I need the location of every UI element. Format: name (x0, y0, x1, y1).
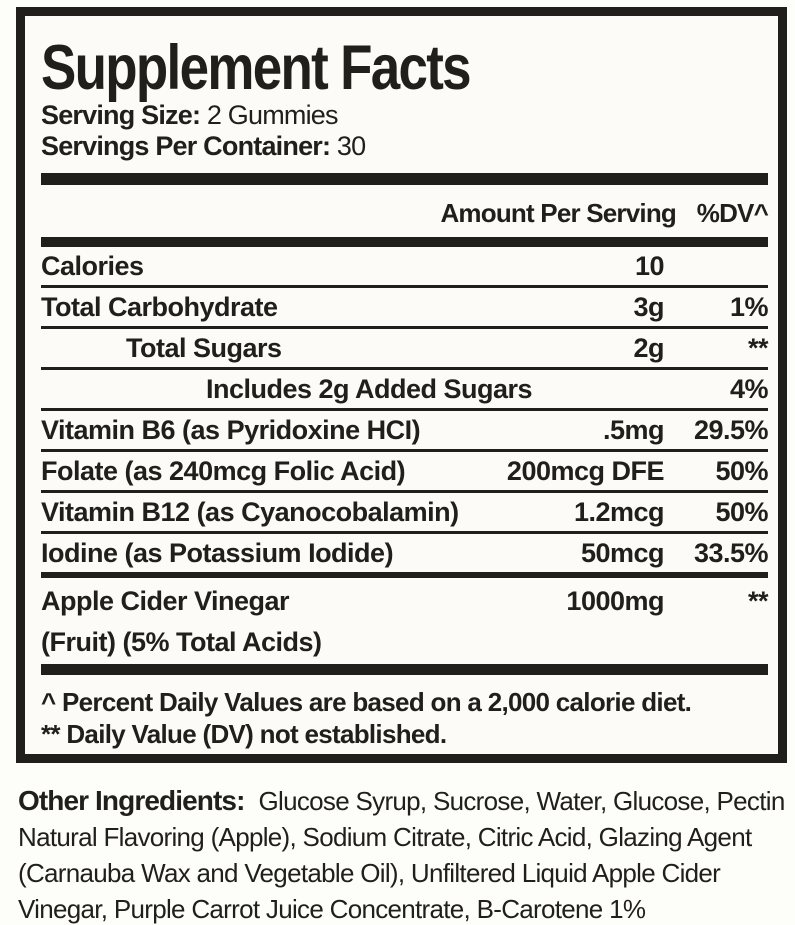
nutrient-name: Includes 2g Added Sugars (206, 374, 533, 404)
panel-inner: Supplement Facts Serving Size: 2 Gummies… (25, 16, 778, 750)
nutrient-name: Calories (41, 251, 144, 281)
nutrient-row-total-carbohydrate: Total Carbohydrate 3g 1% (41, 288, 769, 329)
nutrient-dv: 1% (729, 292, 769, 322)
servings-per-container-line: Servings Per Container: 30 (41, 131, 768, 162)
nutrient-dv: 29.5% (693, 415, 769, 445)
other-ingredients-text-3: (Carnauba Wax and Vegetable Oil), Unfilt… (18, 858, 721, 888)
footnotes: ^ Percent Daily Values are based on a 2,… (41, 675, 768, 750)
nutrient-row-vitamin-b6: Vitamin B6 (as Pyridoxine HCI) .5mg 29.5… (41, 411, 769, 452)
other-ingredients-line1: Other Ingredients: Glucose Syrup, Sucrose… (18, 783, 785, 819)
nutrient-row-total-sugars: Total Sugars 2g ** (41, 329, 769, 370)
other-ingredients-text-1: Glucose Syrup, Sucrose, Water, Glucose, … (258, 786, 786, 816)
nutrient-amount: 10 (634, 251, 665, 281)
other-ingredients-text-4: Vinegar, Purple Carrot Juice Concentrate… (18, 894, 646, 924)
nutrient-dv: ** (747, 586, 769, 616)
nutrient-dv: ** (747, 333, 769, 363)
nutrient-row-folate: Folate (as 240mcg Folic Acid) 200mcg DFE… (41, 452, 768, 493)
nutrient-amount: 1.2mcg (573, 497, 665, 527)
serving-size-value: 2 Gummies (206, 100, 339, 130)
nutrient-dv: 50% (715, 497, 768, 527)
other-ingredients-text-2: Natural Flavoring (Apple), Sodium Citrat… (18, 822, 752, 852)
nutrient-row-calories: Calories 10 (41, 247, 768, 288)
servings-per-container-label: Servings Per Container: (41, 131, 331, 161)
nutrient-dv: 50% (715, 456, 768, 486)
nutrient-dv: 33.5% (693, 538, 769, 568)
nutrient-name: Apple Cider Vinegar (41, 586, 290, 616)
nutrient-row-iodine: Iodine (as Potassium Iodide) 50mcg 33.5% (41, 534, 769, 578)
footnote-dv-not-established: ** Daily Value (DV) not established. (41, 719, 447, 749)
footnote-daily-values: ^ Percent Daily Values are based on a 2,… (41, 687, 692, 717)
nutrient-row-vitamin-b12: Vitamin B12 (as Cyanocobalamin) 1.2mcg 5… (41, 493, 768, 534)
supplement-facts-panel: Supplement Facts Serving Size: 2 Gummies… (16, 7, 787, 763)
nutrient-amount: 3g (633, 292, 664, 322)
other-ingredients-section: Other Ingredients: Glucose Syrup, Sucrose… (18, 783, 785, 925)
nutrient-name-line2: (Fruit) (5% Total Acids) (41, 627, 322, 657)
nutrient-amount: 200mcg DFE (506, 456, 665, 486)
panel-title-text: Supplement Facts (41, 33, 472, 103)
nutrient-name: Iodine (as Potassium Iodide) (41, 538, 394, 568)
other-ingredients-heading: Other Ingredients: (18, 785, 245, 816)
column-header-row: Amount Per Serving %DV^ (41, 185, 768, 237)
servings-per-container-value: 30 (336, 131, 366, 161)
nutrient-amount: 2g (633, 333, 664, 363)
nutrient-name: Total Sugars (126, 333, 282, 363)
column-header-dv: %DV^ (696, 198, 769, 228)
serving-size-line: Serving Size: 2 Gummies (41, 100, 768, 131)
nutrient-amount: .5mg (602, 415, 665, 445)
nutrient-row-apple-cider-vinegar: Apple Cider Vinegar (Fruit) (5% Total Ac… (41, 578, 769, 664)
nutrient-amount: 50mcg (580, 538, 665, 568)
nutrient-dv: 4% (729, 374, 769, 404)
separator-thick-header (41, 237, 768, 247)
nutrient-row-added-sugars: Includes 2g Added Sugars 4% (41, 370, 769, 411)
nutrient-amount: 1000mg (566, 586, 664, 616)
nutrient-name: Vitamin B6 (as Pyridoxine HCI) (41, 415, 421, 445)
nutrient-name: Folate (as 240mcg Folic Acid) (41, 456, 406, 486)
separator-thick-footnotes (41, 664, 768, 675)
nutrient-name: Vitamin B12 (as Cyanocobalamin) (41, 497, 459, 527)
panel-title: Supplement Facts (41, 33, 768, 103)
nutrient-name: Total Carbohydrate (41, 292, 278, 322)
serving-size-label: Serving Size: (41, 100, 201, 130)
separator-thick-top (41, 173, 768, 185)
column-header-amount: Amount Per Serving (440, 198, 676, 228)
